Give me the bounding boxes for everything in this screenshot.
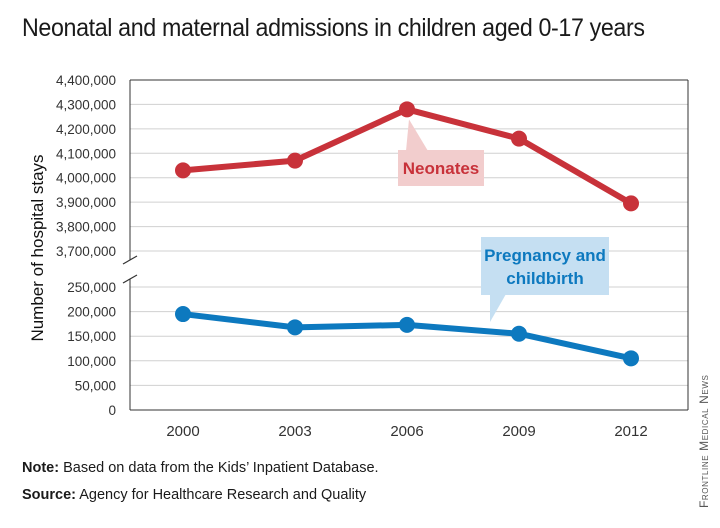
y-tick-label: 50,000 [75, 378, 116, 393]
footnote-source: Source: Agency for Healthcare Research a… [22, 487, 366, 503]
y-tick-label: 4,100,000 [56, 146, 116, 161]
data-point [511, 325, 527, 342]
y-tick-label: 3,900,000 [56, 195, 116, 210]
data-point [399, 316, 415, 333]
data-point [623, 350, 639, 367]
series-callouts: Neonates Pregnancy and childbirth [398, 119, 609, 322]
x-tick-label: 2012 [614, 423, 647, 440]
x-tick-label: 2000 [166, 423, 199, 440]
series-lines [175, 101, 639, 367]
y-tick-label: 4,000,000 [56, 171, 116, 186]
y-tick-label: 250,000 [67, 280, 116, 295]
y-tick-label: 4,400,000 [56, 73, 116, 88]
x-tick-label: 2003 [278, 423, 311, 440]
tick-labels: 3,700,000 3,800,000 3,900,000 4,000,000 4,10… [56, 73, 648, 440]
publisher-credit: Frontline Medical News [697, 374, 711, 508]
callout-label: Neonates [403, 159, 480, 178]
y-tick-label: 4,200,000 [56, 122, 116, 137]
data-point [287, 319, 303, 336]
data-point [175, 162, 191, 179]
x-tick-label: 2006 [390, 423, 423, 440]
callout-label-line: Pregnancy and [484, 246, 606, 265]
data-point [175, 306, 191, 323]
data-point [287, 152, 303, 169]
y-tick-label: 150,000 [67, 329, 116, 344]
data-point [623, 195, 639, 212]
y-tick-label: 3,800,000 [56, 220, 116, 235]
note-label: Note: [22, 460, 60, 476]
callout-box [481, 237, 609, 295]
y-tick-label: 3,700,000 [56, 244, 116, 259]
note-text: Based on data from the Kids’ Inpatient D… [63, 460, 379, 476]
y-tick-label: 200,000 [67, 305, 116, 320]
axes [122, 79, 689, 411]
source-label: Source: [22, 487, 76, 503]
x-tick-label: 2009 [502, 423, 535, 440]
axis-break-mark [122, 274, 138, 284]
callout-pointer [490, 294, 506, 322]
data-point [511, 130, 527, 147]
y-tick-label: 4,300,000 [56, 97, 116, 112]
callout-label-line: childbirth [506, 269, 583, 288]
footnote-note: Note: Based on data from the Kids’ Inpat… [22, 460, 379, 476]
data-point [399, 101, 415, 118]
callout-pointer [406, 119, 428, 151]
chart-title: Neonatal and maternal admissions in chil… [22, 14, 645, 42]
y-tick-label: 100,000 [67, 354, 116, 369]
source-text: Agency for Healthcare Research and Quali… [79, 487, 367, 503]
callout-box [398, 150, 484, 186]
y-axis-label: Number of hospital stays [28, 154, 47, 341]
y-tick-label: 0 [108, 403, 116, 418]
axis-break-mark [122, 255, 138, 265]
